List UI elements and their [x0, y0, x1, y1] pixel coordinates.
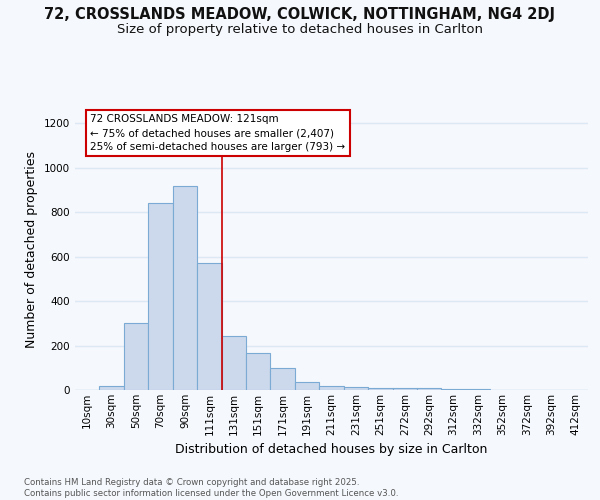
Bar [368, 388, 392, 390]
Bar [100, 386, 124, 390]
Bar [295, 382, 319, 390]
Text: 72 CROSSLANDS MEADOW: 121sqm
← 75% of detached houses are smaller (2,407)
25% of: 72 CROSSLANDS MEADOW: 121sqm ← 75% of de… [91, 114, 346, 152]
Text: Size of property relative to detached houses in Carlton: Size of property relative to detached ho… [117, 22, 483, 36]
Text: 72, CROSSLANDS MEADOW, COLWICK, NOTTINGHAM, NG4 2DJ: 72, CROSSLANDS MEADOW, COLWICK, NOTTINGH… [44, 8, 556, 22]
Bar [319, 386, 344, 390]
Bar [197, 264, 221, 390]
Y-axis label: Number of detached properties: Number of detached properties [25, 152, 38, 348]
Text: Contains HM Land Registry data © Crown copyright and database right 2025.
Contai: Contains HM Land Registry data © Crown c… [24, 478, 398, 498]
Bar [124, 324, 148, 390]
Bar [148, 204, 173, 390]
Bar [173, 186, 197, 390]
Bar [271, 368, 295, 390]
Bar [344, 386, 368, 390]
Bar [392, 388, 417, 390]
Bar [246, 354, 271, 390]
Bar [417, 388, 442, 390]
Bar [221, 336, 246, 390]
X-axis label: Distribution of detached houses by size in Carlton: Distribution of detached houses by size … [175, 443, 488, 456]
Bar [442, 389, 466, 390]
